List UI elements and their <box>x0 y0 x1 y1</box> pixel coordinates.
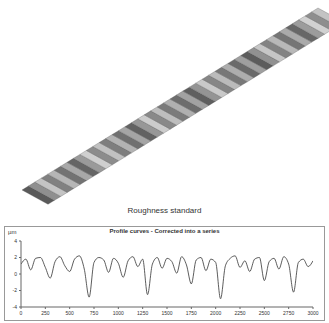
svg-text:-4: -4 <box>13 304 18 310</box>
svg-text:1500: 1500 <box>161 310 172 316</box>
svg-text:-2: -2 <box>13 287 18 293</box>
svg-text:750: 750 <box>90 310 99 316</box>
svg-text:500: 500 <box>65 310 74 316</box>
svg-text:4: 4 <box>14 238 17 244</box>
svg-text:2: 2 <box>14 254 17 260</box>
svg-text:0: 0 <box>20 310 23 316</box>
svg-text:2250: 2250 <box>234 310 245 316</box>
svg-text:1000: 1000 <box>113 310 124 316</box>
html-text:µm: µm <box>8 229 17 235</box>
svg-text:1750: 1750 <box>186 310 197 316</box>
svg-text:0: 0 <box>14 271 17 277</box>
svg-text:1250: 1250 <box>137 310 148 316</box>
html-text:Profile curves - Corrected int: Profile curves - Corrected into a series <box>109 228 220 234</box>
svg-text:250: 250 <box>41 310 50 316</box>
svg-text:2000: 2000 <box>210 310 221 316</box>
svg-text:2500: 2500 <box>259 310 270 316</box>
html-text:Roughness standard: Roughness standard <box>127 206 202 215</box>
svg-text:3000: 3000 <box>307 310 318 316</box>
svg-text:2750: 2750 <box>283 310 294 316</box>
